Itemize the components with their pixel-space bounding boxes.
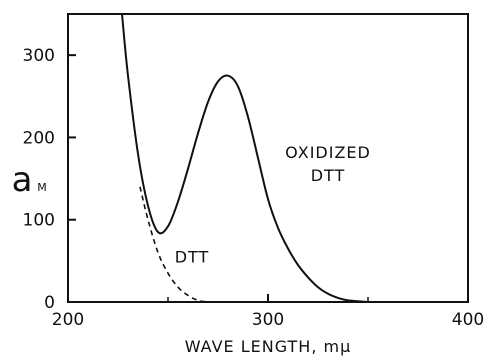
x-tick-label: 400 <box>452 310 484 330</box>
series-line-oxidized-dtt <box>121 13 388 304</box>
series-annotation-label: DTT <box>311 166 346 185</box>
y-tick-label: 100 <box>23 211 55 231</box>
plot-frame <box>67 13 469 303</box>
series-layer <box>121 13 388 304</box>
y-tick-label: 300 <box>23 46 55 66</box>
x-tick-label: 300 <box>252 310 284 330</box>
labels-layer: WAVE LENGTH, mμ a M OXIDIZED DTT DTT <box>12 143 371 356</box>
ticks-layer: 200 300 400 0 100 200 300 <box>23 46 485 330</box>
y-tick-label: 200 <box>23 128 55 148</box>
y-axis-title: a <box>12 160 33 200</box>
series-annotation-label: OXIDIZED <box>285 143 371 162</box>
series-line-dtt <box>139 186 209 303</box>
y-axis-title-subscript: M <box>37 181 47 194</box>
x-axis-title: WAVE LENGTH, mμ <box>185 337 352 356</box>
x-tick-label: 200 <box>52 310 84 330</box>
y-tick-label: 0 <box>44 293 55 313</box>
series-annotation-label: DTT <box>175 248 210 267</box>
